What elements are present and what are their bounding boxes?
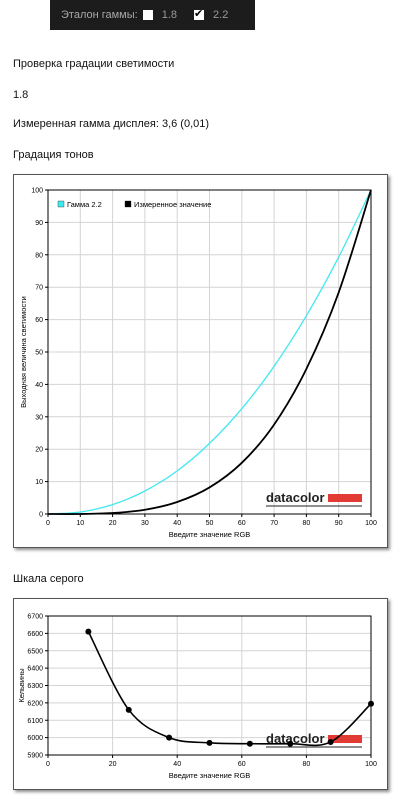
- x-tick-label: 60: [238, 520, 246, 527]
- datacolor-logo-bar: [328, 735, 362, 743]
- grayscale-chart-panel: 0 20 40 60 80 100 5900 6000 6100 6200 6300 6400 6500…: [13, 598, 388, 790]
- series-line-gamma-2-2: [47, 189, 372, 515]
- y-tick-label: 60: [35, 317, 43, 324]
- x-tick-label: 80: [303, 520, 311, 527]
- y-tick-label: 90: [35, 220, 43, 227]
- y-tick-label: 40: [35, 382, 43, 389]
- x-tick-label: 30: [141, 520, 149, 527]
- x-tick-label: 100: [365, 520, 377, 527]
- x-tick-label: 20: [109, 761, 117, 768]
- y-tick-label: 6100: [27, 718, 43, 725]
- section-title: Проверка градации светимости: [13, 58, 175, 70]
- gamma-value: 1.8: [13, 89, 29, 101]
- data-point: [166, 734, 173, 741]
- tone-gradation-heading: Градация тонов: [13, 149, 94, 161]
- y-axis-label: Выходная величина светимости: [19, 296, 28, 408]
- y-tick-label: 10: [35, 479, 43, 486]
- gamma-2-2-label: 2.2: [213, 9, 229, 21]
- series-line-measured: [47, 189, 372, 515]
- datacolor-logo-bar: [328, 494, 362, 502]
- plot-area-border: [47, 189, 372, 515]
- y-tick-label: 80: [35, 252, 43, 259]
- x-tick-label: 80: [303, 761, 311, 768]
- legend-swatch: [124, 200, 132, 208]
- y-tick-label: 6000: [27, 735, 43, 742]
- y-tick-label: 6600: [27, 631, 43, 638]
- y-tick-label: 6200: [27, 700, 43, 707]
- y-tick-label: 6300: [27, 683, 43, 690]
- x-tick-label: 70: [270, 520, 278, 527]
- y-tick-label: 0: [39, 512, 43, 519]
- y-tick-label: 20: [35, 447, 43, 454]
- grayscale-heading: Шкала серого: [13, 573, 84, 585]
- gamma-1-8-label: 1.8: [161, 9, 178, 21]
- y-tick-label: 50: [35, 350, 43, 357]
- y-tick-label: 6400: [27, 666, 43, 673]
- y-tick-label: 6500: [27, 648, 43, 655]
- datacolor-logo: datacolor: [266, 731, 325, 746]
- x-tick-label: 10: [76, 520, 84, 527]
- y-axis-label: Кельвины: [17, 668, 26, 702]
- x-tick-label: 90: [335, 520, 343, 527]
- data-point: [85, 628, 92, 635]
- x-tick-label: 20: [109, 520, 117, 527]
- x-tick-label: 0: [46, 520, 50, 527]
- grayscale-chart: 0 20 40 60 80 100 5900 6000 6100 6200 6300 6400 6500…: [17, 614, 377, 781]
- gamma-1-8-checkbox[interactable]: [142, 10, 153, 20]
- x-tick-label: 40: [173, 761, 181, 768]
- data-point: [206, 739, 213, 746]
- tone-gradation-chart: 0 10 20 30 40 50 60 70 80 90 100 0 10 20 30 40 50 60 70 80 9…: [19, 188, 377, 540]
- x-axis-label: Введите значение RGB: [169, 530, 251, 539]
- x-tick-label: 60: [238, 761, 246, 768]
- gamma-2-2-checkbox[interactable]: [194, 7, 205, 20]
- gamma-reference-bar: Эталон гаммы: 1.8 2.2: [50, 0, 255, 30]
- y-tick-label: 5900: [27, 753, 43, 760]
- legend-label: Гамма 2.2: [67, 200, 102, 209]
- gamma-reference-label: Эталон гаммы:: [61, 9, 138, 21]
- tone-chart-panel: 0 10 20 30 40 50 60 70 80 90 100 0 10 20 30 40 50 60 70 80 9…: [13, 174, 388, 548]
- legend-swatch: [57, 200, 65, 208]
- data-point: [125, 706, 132, 713]
- x-axis-label: Введите значение RGB: [169, 771, 251, 780]
- datacolor-logo: datacolor: [266, 490, 325, 505]
- y-tick-label: 30: [35, 414, 43, 421]
- x-tick-label: 40: [173, 520, 181, 527]
- data-point: [327, 738, 334, 745]
- data-point: [246, 740, 253, 747]
- data-point: [368, 700, 374, 707]
- y-tick-label: 100: [31, 188, 43, 195]
- data-point: [287, 740, 294, 747]
- legend-label: Измеренное значение: [134, 200, 211, 209]
- plot-area-border: [47, 615, 372, 756]
- series-line-kelvin: [87, 631, 372, 747]
- y-tick-label: 6700: [27, 614, 43, 621]
- x-tick-label: 0: [46, 761, 50, 768]
- y-tick-label: 70: [35, 285, 43, 292]
- measured-gamma-text: Измеренная гамма дисплея: 3,6 (0,01): [13, 118, 210, 130]
- x-tick-label: 100: [365, 761, 377, 768]
- x-tick-label: 50: [206, 520, 214, 527]
